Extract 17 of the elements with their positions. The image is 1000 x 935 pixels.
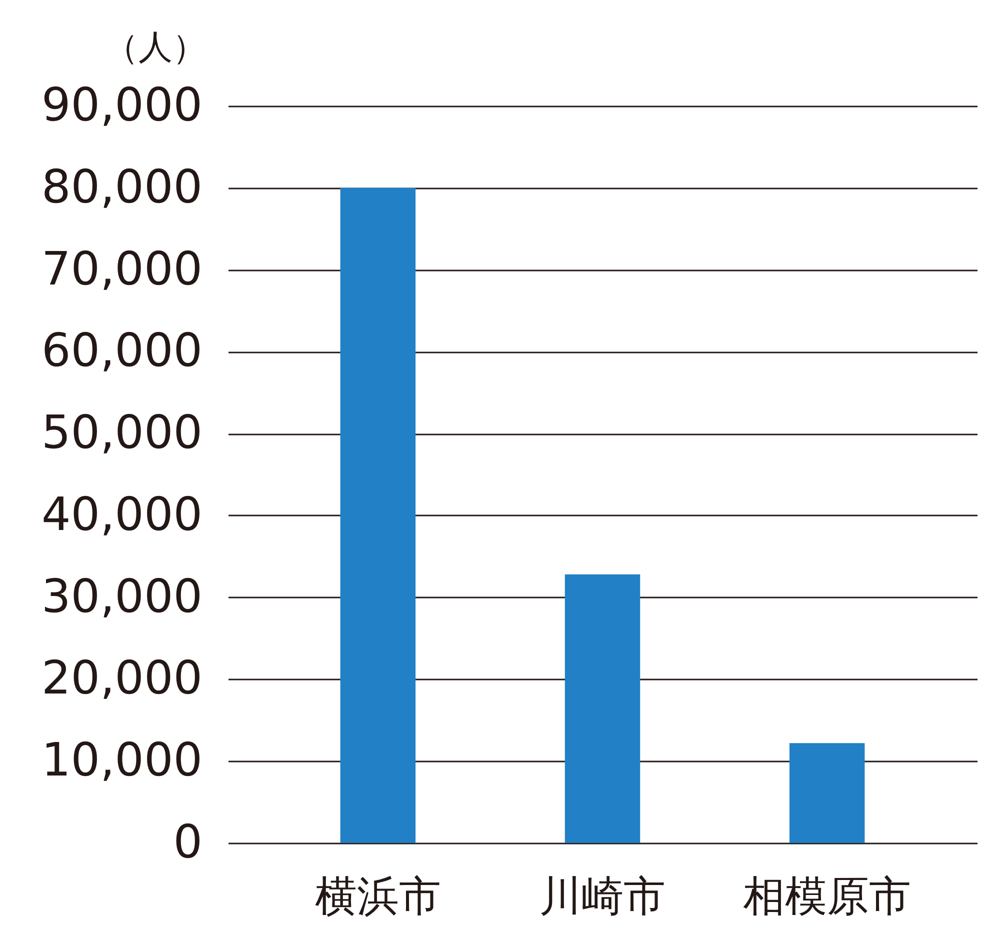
y-tick-label: 90,000 [42, 78, 202, 132]
y-tick-label: 10,000 [42, 732, 202, 787]
x-tick-label: 川崎市 [540, 872, 666, 920]
y-tick-label: 20,000 [42, 650, 202, 705]
y-tick-label: 50,000 [42, 405, 202, 460]
bar [789, 743, 865, 843]
y-tick-label: 0 [173, 814, 202, 868]
bar [564, 574, 640, 843]
bar [340, 188, 416, 843]
y-tick-label: 30,000 [42, 568, 202, 623]
y-tick-label: 70,000 [42, 241, 202, 296]
y-tick-label: 80,000 [42, 159, 202, 214]
y-tick-label: 60,000 [42, 323, 202, 378]
y-axis-title: （人） [104, 28, 206, 68]
x-tick-label: 相模原市 [743, 872, 912, 920]
x-tick-label: 横浜市 [314, 872, 441, 920]
y-tick-label: 40,000 [42, 486, 202, 541]
